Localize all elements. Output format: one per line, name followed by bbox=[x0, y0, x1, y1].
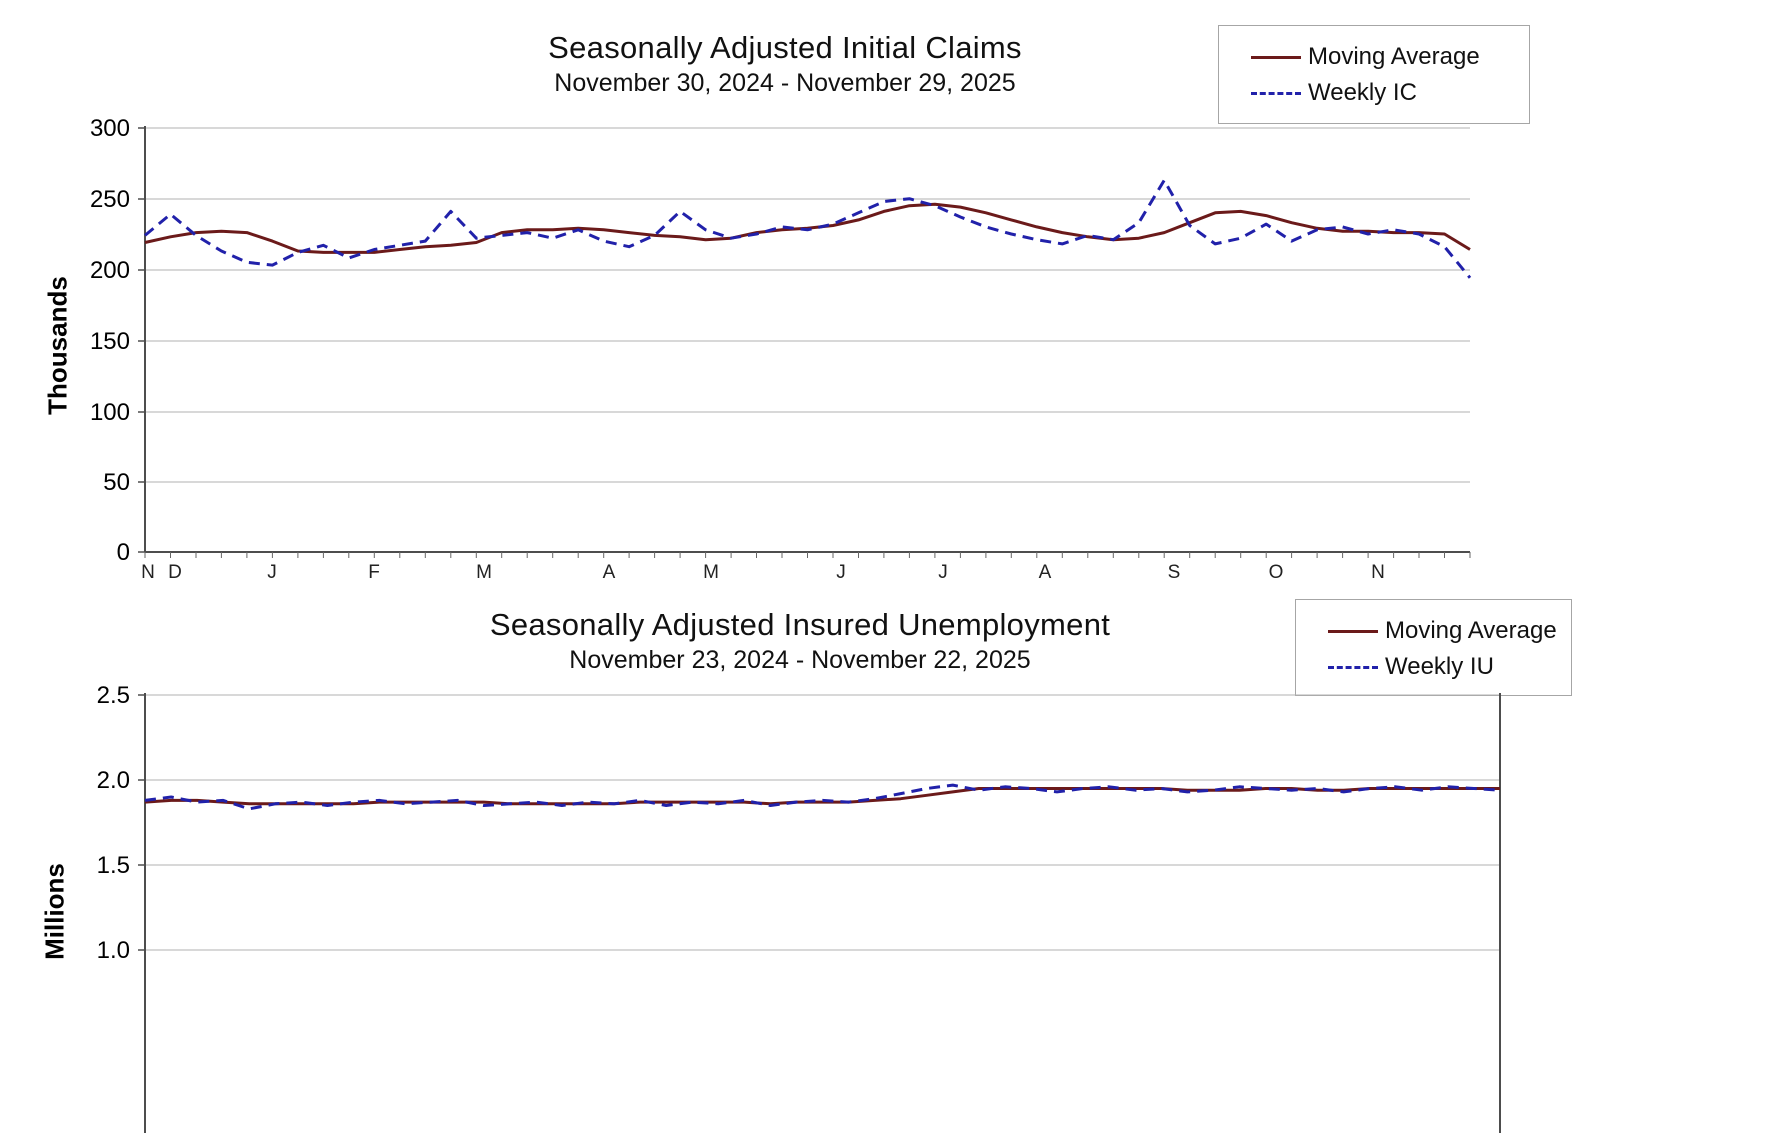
chart1-subtitle: November 30, 2024 - November 29, 2025 bbox=[554, 69, 1016, 97]
y-tick-label: 250 bbox=[90, 186, 130, 213]
y-tick-label: 100 bbox=[90, 399, 130, 426]
chart1-series-lines bbox=[144, 178, 1472, 279]
chart2-subtitle: November 23, 2024 - November 22, 2025 bbox=[569, 646, 1031, 674]
chart1-legend: Moving Average Weekly IC bbox=[1218, 25, 1530, 124]
dashed-line-icon bbox=[1328, 665, 1378, 669]
series-weekly-ic-line bbox=[144, 178, 1472, 279]
chart1-x-tick-labels: N D J F M A M J J A S O N bbox=[141, 562, 1385, 583]
chart2-axes bbox=[144, 693, 1501, 1133]
x-tick-label: J bbox=[267, 562, 277, 583]
y-tick-label: 2.0 bbox=[97, 767, 130, 794]
chart2-series-lines bbox=[144, 783, 1501, 811]
legend-label: Moving Average bbox=[1308, 43, 1480, 70]
legend-label: Moving Average bbox=[1385, 617, 1557, 644]
x-tick-label: D bbox=[168, 562, 182, 583]
x-tick-label: O bbox=[1269, 562, 1284, 583]
insured-unemployment-chart-canvas: 2.5 2.0 1.5 1.0 bbox=[97, 682, 1501, 1133]
y-tick-label: 2.5 bbox=[97, 682, 130, 709]
x-tick-label: J bbox=[836, 562, 846, 583]
x-tick-label: F bbox=[368, 562, 380, 583]
dashed-line-icon bbox=[1251, 91, 1301, 95]
y-tick-label: 1.0 bbox=[97, 937, 130, 964]
legend-item-moving-average: Moving Average bbox=[1251, 39, 1529, 75]
y-tick-label: 150 bbox=[90, 328, 130, 355]
x-tick-label: S bbox=[1168, 562, 1181, 583]
y-tick-label: 200 bbox=[90, 257, 130, 284]
x-tick-label: J bbox=[938, 562, 948, 583]
chart1-axes bbox=[144, 126, 1470, 553]
solid-line-icon bbox=[1251, 55, 1301, 59]
chart1-gridlines bbox=[145, 127, 1470, 483]
x-tick-label: M bbox=[476, 562, 492, 583]
solid-line-icon bbox=[1328, 629, 1378, 633]
legend-label: Weekly IU bbox=[1385, 653, 1494, 680]
x-tick-label: A bbox=[603, 562, 616, 583]
chart2-y-axis-ticks bbox=[138, 694, 145, 951]
legend-item-moving-average: Moving Average bbox=[1328, 613, 1571, 649]
chart1-y-tick-labels: 300 250 200 150 100 50 0 bbox=[90, 115, 130, 566]
legend-item-weekly-iu: Weekly IU bbox=[1328, 649, 1571, 685]
x-tick-label: M bbox=[703, 562, 719, 583]
legend-item-weekly-ic: Weekly IC bbox=[1251, 75, 1529, 111]
chart1-title: Seasonally Adjusted Initial Claims bbox=[548, 30, 1022, 65]
chart2-title: Seasonally Adjusted Insured Unemployment bbox=[489, 607, 1111, 642]
y-tick-label: 0 bbox=[117, 539, 130, 566]
chart1-x-axis-ticks bbox=[144, 552, 1471, 558]
x-tick-label: A bbox=[1039, 562, 1052, 583]
chart2-legend: Moving Average Weekly IU bbox=[1295, 599, 1572, 696]
y-tick-label: 1.5 bbox=[97, 852, 130, 879]
y-tick-label: 50 bbox=[103, 469, 130, 496]
x-tick-label: N bbox=[141, 562, 155, 583]
legend-label: Weekly IC bbox=[1308, 79, 1417, 106]
chart2-y-tick-labels: 2.5 2.0 1.5 1.0 bbox=[97, 682, 130, 964]
x-tick-label: N bbox=[1371, 562, 1385, 583]
series-weekly-iu-line bbox=[144, 783, 1501, 811]
chart1-y-axis-ticks bbox=[138, 127, 145, 553]
y-tick-label: 300 bbox=[90, 115, 130, 142]
chart2-gridlines bbox=[145, 694, 1500, 951]
initial-claims-chart-canvas: 300 250 200 150 100 50 0 N D J F M A M J… bbox=[90, 115, 1472, 583]
